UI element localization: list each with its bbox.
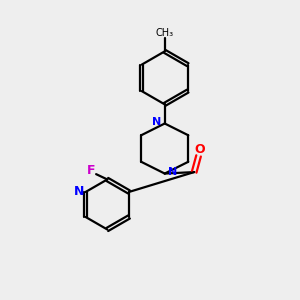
Text: N: N [152, 117, 161, 127]
Text: O: O [195, 143, 206, 156]
Text: F: F [87, 164, 95, 177]
Text: N: N [74, 185, 84, 199]
Text: N: N [168, 167, 178, 177]
Text: CH₃: CH₃ [156, 28, 174, 38]
